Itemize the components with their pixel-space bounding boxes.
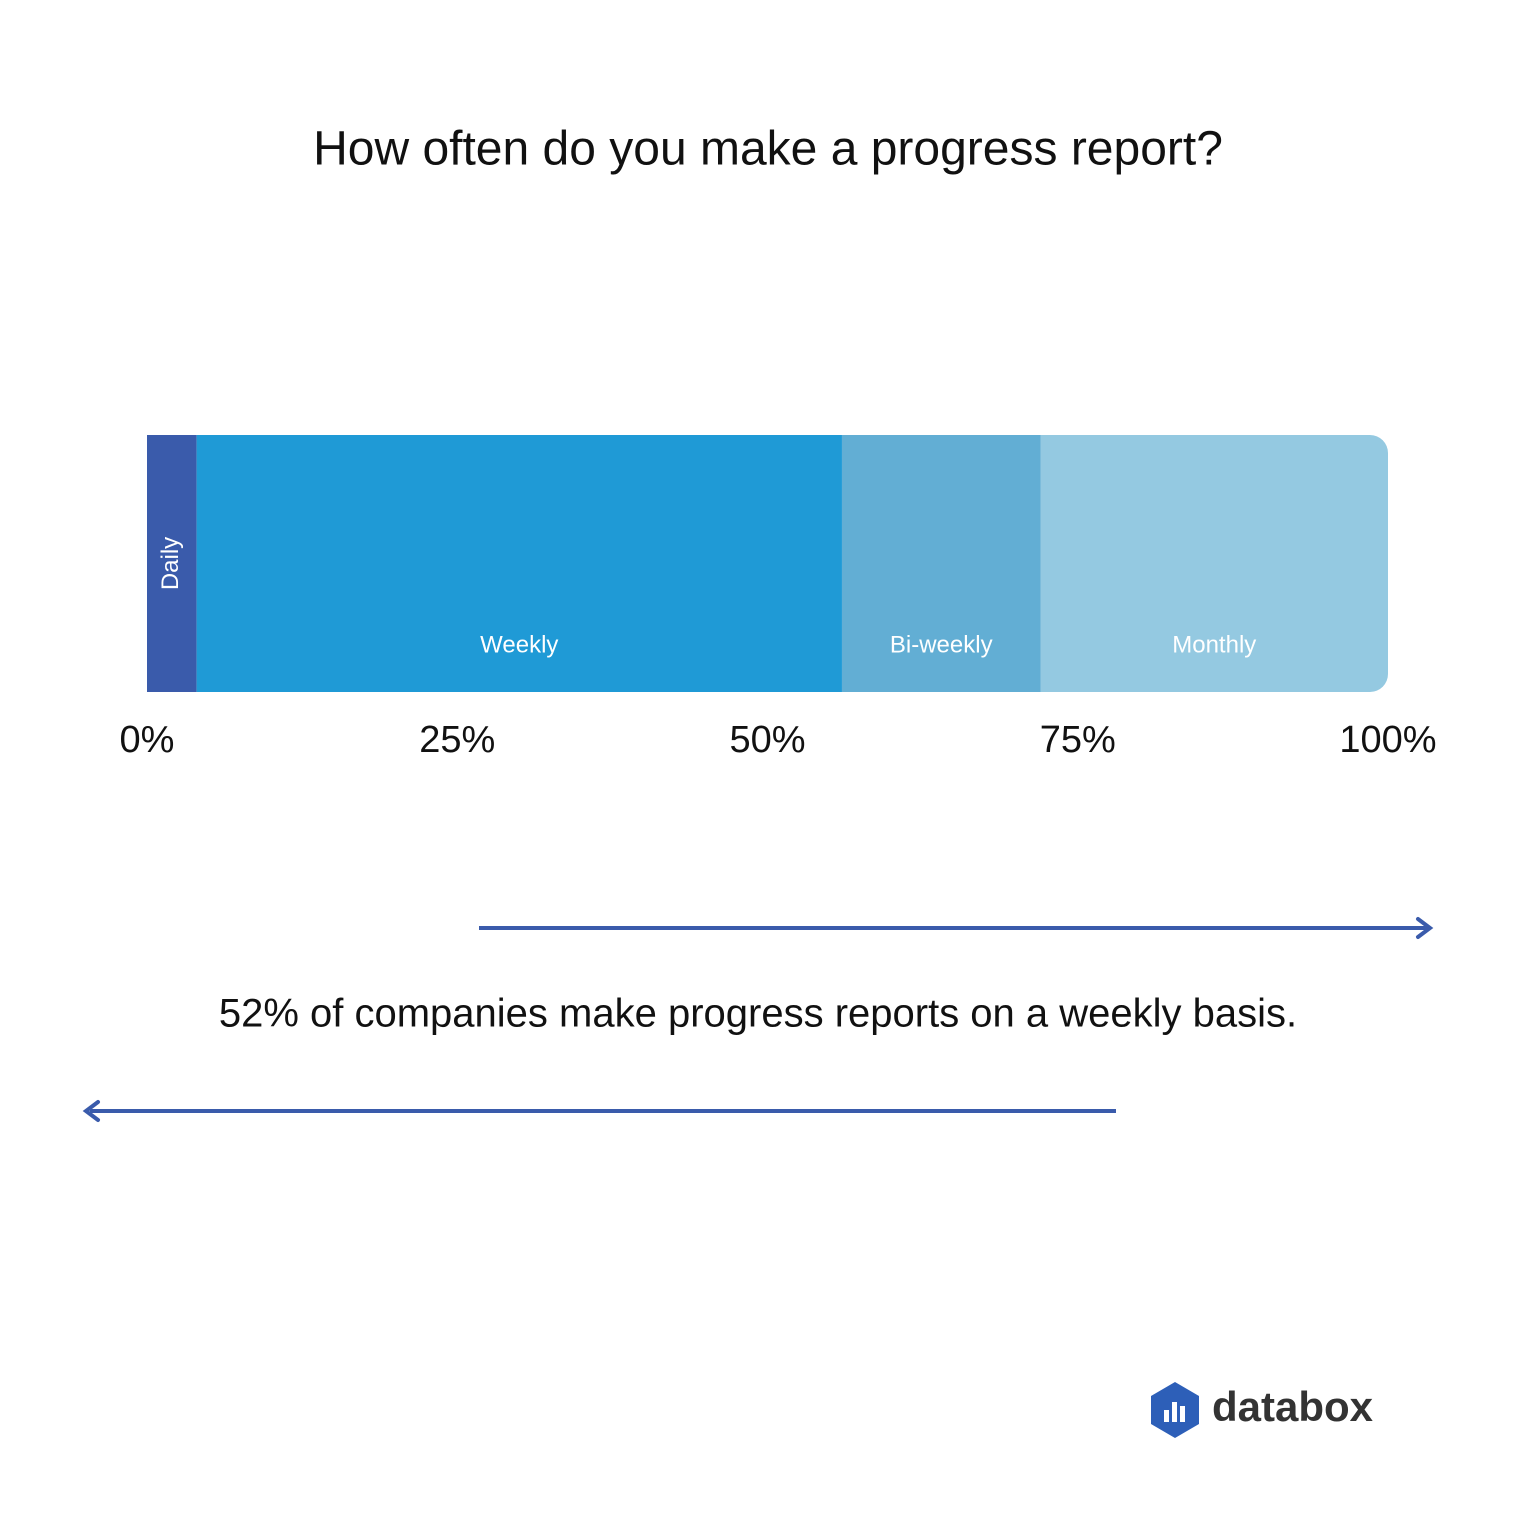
logo-icon bbox=[1180, 1406, 1185, 1422]
arrow-head bbox=[1416, 917, 1434, 939]
arrows bbox=[82, 917, 1434, 1122]
chart-title: How often do you make a progress report? bbox=[313, 123, 1223, 176]
logo-icon bbox=[1172, 1402, 1177, 1422]
arrow-head bbox=[82, 1100, 100, 1122]
bar-segment bbox=[1040, 435, 1388, 692]
annotation: 52% of companies make progress reports o… bbox=[219, 992, 1297, 1036]
x-tick-label: 100% bbox=[1339, 719, 1436, 761]
x-tick-label: 25% bbox=[419, 719, 495, 761]
segment-label: Bi-weekly bbox=[890, 631, 993, 658]
segment-label: Daily bbox=[157, 537, 184, 590]
segment-label: Monthly bbox=[1172, 631, 1256, 658]
bar-segment bbox=[841, 435, 1041, 692]
bar-segment bbox=[147, 435, 197, 692]
bar-segment bbox=[196, 435, 842, 692]
logo: databox bbox=[1151, 1382, 1374, 1438]
segment-label: Weekly bbox=[480, 631, 558, 658]
logo-text: databox bbox=[1212, 1383, 1374, 1430]
x-tick-label: 75% bbox=[1040, 719, 1116, 761]
x-tick-label: 0% bbox=[120, 719, 175, 761]
x-tick-label: 50% bbox=[729, 719, 805, 761]
logo-icon bbox=[1164, 1410, 1169, 1422]
